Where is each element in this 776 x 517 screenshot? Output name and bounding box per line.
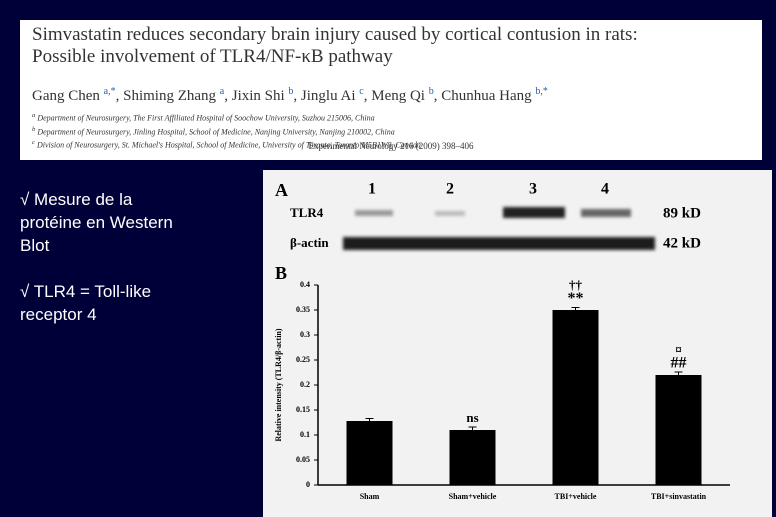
x-tick-label: TBI+vehicle [555,492,597,501]
figure: A 1 2 3 4 TLR4 89 kD β-actin 42 kD B 0 0.05 0.1 0.15 0… [263,170,772,517]
blot-size: 89 kD [663,205,701,221]
author-name: Chunhua Hang [441,88,532,104]
error-bar [674,371,683,375]
lane-label: 4 [601,181,609,198]
lane-label: 1 [368,181,376,198]
annotation: †† [569,277,583,292]
lane-label: 3 [529,181,537,198]
affiliation: c Division of Neurosurgery, St. Michael'… [32,137,421,151]
separator: , [363,88,368,104]
affil-letter: b [32,125,36,133]
annotation: ## [671,355,687,372]
separator: , [115,88,120,104]
y-tick-label: 0.05 [296,455,310,464]
annotation: ns [466,410,478,425]
author-affil: a,* [103,86,116,97]
author-name: Jinglu Ai [300,88,356,104]
title-line: Possible involvement of TLR4/NF-κB pathw… [32,46,393,67]
y-tick-label: 0.1 [300,430,310,439]
annotation: ¤ [675,342,682,357]
blot-bands [343,207,655,250]
panel-label: B [275,263,287,283]
panel-label: A [275,180,288,200]
blot-size: 42 kD [663,235,701,251]
author-affil: c [359,86,364,97]
bullet: √ Mesure de la protéine en Western Blot [20,190,173,255]
author-name: Shiming Zhang [123,88,217,104]
author-affil: b,* [535,86,548,97]
separator: , [293,88,298,104]
y-tick-label: 0.25 [296,355,310,364]
bar [346,421,393,485]
affil-text: Department of Neurosurgery, Jinling Hosp… [37,127,395,137]
y-tick-label: 0.3 [300,330,310,339]
bar [449,430,496,485]
error-bar [468,426,477,430]
title-line: Simvastatin reduces secondary brain inju… [32,24,638,45]
y-tick-label: 0.2 [300,380,310,389]
blot-row-label: β-actin [290,235,329,250]
affiliation: a Department of Neurosurgery, The First … [32,110,421,124]
paper-header: Simvastatin reduces secondary brain inju… [20,20,762,160]
bar [655,375,702,485]
y-tick-label: 0.4 [300,280,310,289]
error-bar [365,418,374,421]
bullet: √ TLR4 = Toll-like receptor 4 [20,282,152,324]
authors: Gang Chen a,*, Shiming Zhang a, Jixin Sh… [32,86,548,105]
author-affil: b [288,86,294,97]
separator: , [433,88,438,104]
error-bar [571,307,580,310]
affil-letter: c [32,139,35,147]
blot-row-label: TLR4 [290,205,324,220]
author-affil: b [428,86,434,97]
author-name: Gang Chen [32,88,100,104]
author-name: Meng Qi [371,88,425,104]
author-name: Jixin Shi [231,88,285,104]
bullets: √ Mesure de la protéine en Western Blot … [20,188,190,349]
affiliations: a Department of Neurosurgery, The First … [32,110,421,151]
y-tick-label: 0.35 [296,305,310,314]
y-tick-label: 0.15 [296,405,310,414]
x-tick-label: TBI+sinvastatin [651,492,707,501]
journal: Experimental Neurology 216 (2009) 398–40… [308,141,474,151]
y-tick-label: 0 [306,480,310,489]
affiliation: b Department of Neurosurgery, Jinling Ho… [32,124,421,138]
author-affil: a [219,86,225,97]
affil-letter: a [32,112,36,119]
affil-text: Division of Neurosurgery, St. Michael's … [36,140,421,150]
lane-label: 2 [446,181,454,198]
annotation: ** [568,290,584,307]
x-tick-label: Sham [360,492,380,501]
x-tick-label: Sham+vehicle [449,492,497,501]
bar [552,310,599,485]
y-axis-label: Relative intensity (TLR4/β-actin) [274,328,283,441]
affil-text: Department of Neurosurgery, The First Af… [37,113,375,123]
separator: , [224,88,228,104]
